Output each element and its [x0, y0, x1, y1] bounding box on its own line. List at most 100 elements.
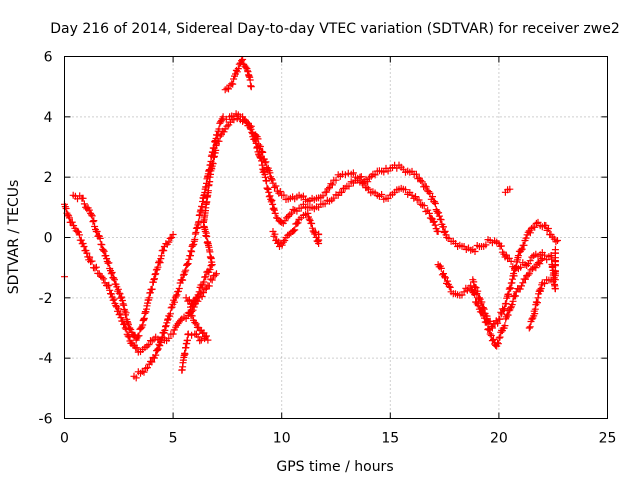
data-point — [315, 203, 323, 211]
data-point — [431, 221, 439, 229]
data-point — [544, 225, 552, 232]
data-point — [291, 226, 299, 234]
data-point — [233, 115, 241, 123]
data-point — [80, 200, 88, 208]
data-point — [283, 214, 291, 222]
data-point — [488, 324, 496, 332]
data-point — [144, 364, 151, 372]
data-point — [297, 204, 305, 212]
data-point — [88, 212, 96, 220]
data-point — [537, 285, 545, 292]
data-point — [107, 290, 115, 298]
data-point — [148, 337, 156, 345]
data-point — [389, 190, 396, 198]
data-point — [551, 249, 559, 257]
data-point — [247, 82, 255, 90]
data-point — [494, 339, 501, 347]
data-point — [179, 276, 187, 284]
data-point — [211, 271, 219, 279]
data-point — [62, 205, 70, 212]
data-point — [445, 282, 453, 290]
data-point — [186, 252, 194, 260]
data-point — [482, 241, 490, 249]
data-point — [302, 196, 310, 203]
data-point — [114, 305, 122, 313]
data-point — [110, 295, 118, 303]
data-point — [203, 239, 211, 247]
data-point — [64, 211, 72, 219]
data-point — [514, 254, 522, 262]
data-point — [137, 324, 145, 332]
data-point — [440, 223, 447, 231]
data-point — [332, 176, 340, 184]
data-point — [192, 224, 200, 232]
data-point — [223, 122, 231, 130]
data-point — [167, 330, 175, 338]
data-point — [504, 186, 512, 194]
data-point — [65, 214, 73, 222]
data-point — [285, 230, 293, 238]
data-point — [315, 236, 323, 244]
data-point — [412, 193, 419, 201]
data-point — [105, 281, 113, 289]
data-point — [108, 269, 116, 276]
data-point — [286, 211, 294, 219]
data-point — [215, 125, 223, 133]
data-point — [261, 159, 269, 167]
data-point — [132, 374, 140, 382]
y-tick-label: -6 — [39, 412, 53, 428]
data-point — [228, 116, 236, 123]
data-point — [475, 294, 482, 302]
data-point — [375, 167, 383, 175]
data-point — [177, 316, 184, 324]
data-point — [91, 223, 99, 230]
data-point — [349, 169, 357, 177]
data-point — [190, 316, 197, 324]
data-point — [312, 228, 319, 236]
data-point — [437, 264, 445, 272]
data-point — [185, 309, 193, 317]
data-point — [271, 183, 278, 191]
data-point — [305, 215, 313, 223]
data-point — [145, 341, 153, 349]
data-point — [487, 332, 495, 339]
data-point — [215, 137, 223, 145]
data-point — [435, 212, 443, 220]
data-point — [117, 314, 125, 322]
data-point — [474, 287, 482, 295]
data-point — [118, 293, 126, 301]
data-point — [266, 169, 274, 177]
data-point — [233, 68, 241, 76]
data-point — [519, 259, 527, 267]
data-point — [165, 334, 173, 342]
data-point — [512, 292, 519, 300]
data-point — [507, 304, 515, 312]
data-point — [430, 218, 438, 225]
data-point — [534, 299, 541, 307]
data-point — [449, 237, 457, 245]
data-point — [284, 212, 292, 220]
data-point — [109, 296, 117, 304]
data-point — [536, 260, 544, 268]
data-point — [520, 241, 528, 249]
data-point — [496, 315, 504, 323]
data-point — [402, 186, 409, 194]
data-point — [279, 238, 287, 246]
data-point — [551, 285, 559, 292]
data-point — [181, 350, 189, 358]
data-point — [135, 332, 143, 340]
data-point — [221, 86, 229, 94]
y-tick-label: 2 — [44, 170, 53, 186]
y-tick-labels: -6 -4 -2 0 2 4 6 — [39, 50, 53, 428]
data-point — [91, 264, 99, 272]
data-point — [500, 306, 508, 314]
data-point — [310, 196, 318, 204]
data-point — [306, 204, 314, 211]
data-point — [179, 271, 187, 279]
data-point — [145, 296, 153, 304]
data-point — [154, 345, 162, 353]
data-point — [189, 303, 197, 311]
data-point — [410, 170, 418, 178]
data-point — [206, 266, 214, 273]
data-point — [205, 282, 213, 290]
